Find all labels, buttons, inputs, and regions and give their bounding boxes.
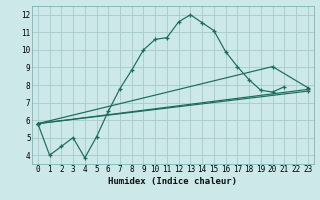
X-axis label: Humidex (Indice chaleur): Humidex (Indice chaleur)	[108, 177, 237, 186]
